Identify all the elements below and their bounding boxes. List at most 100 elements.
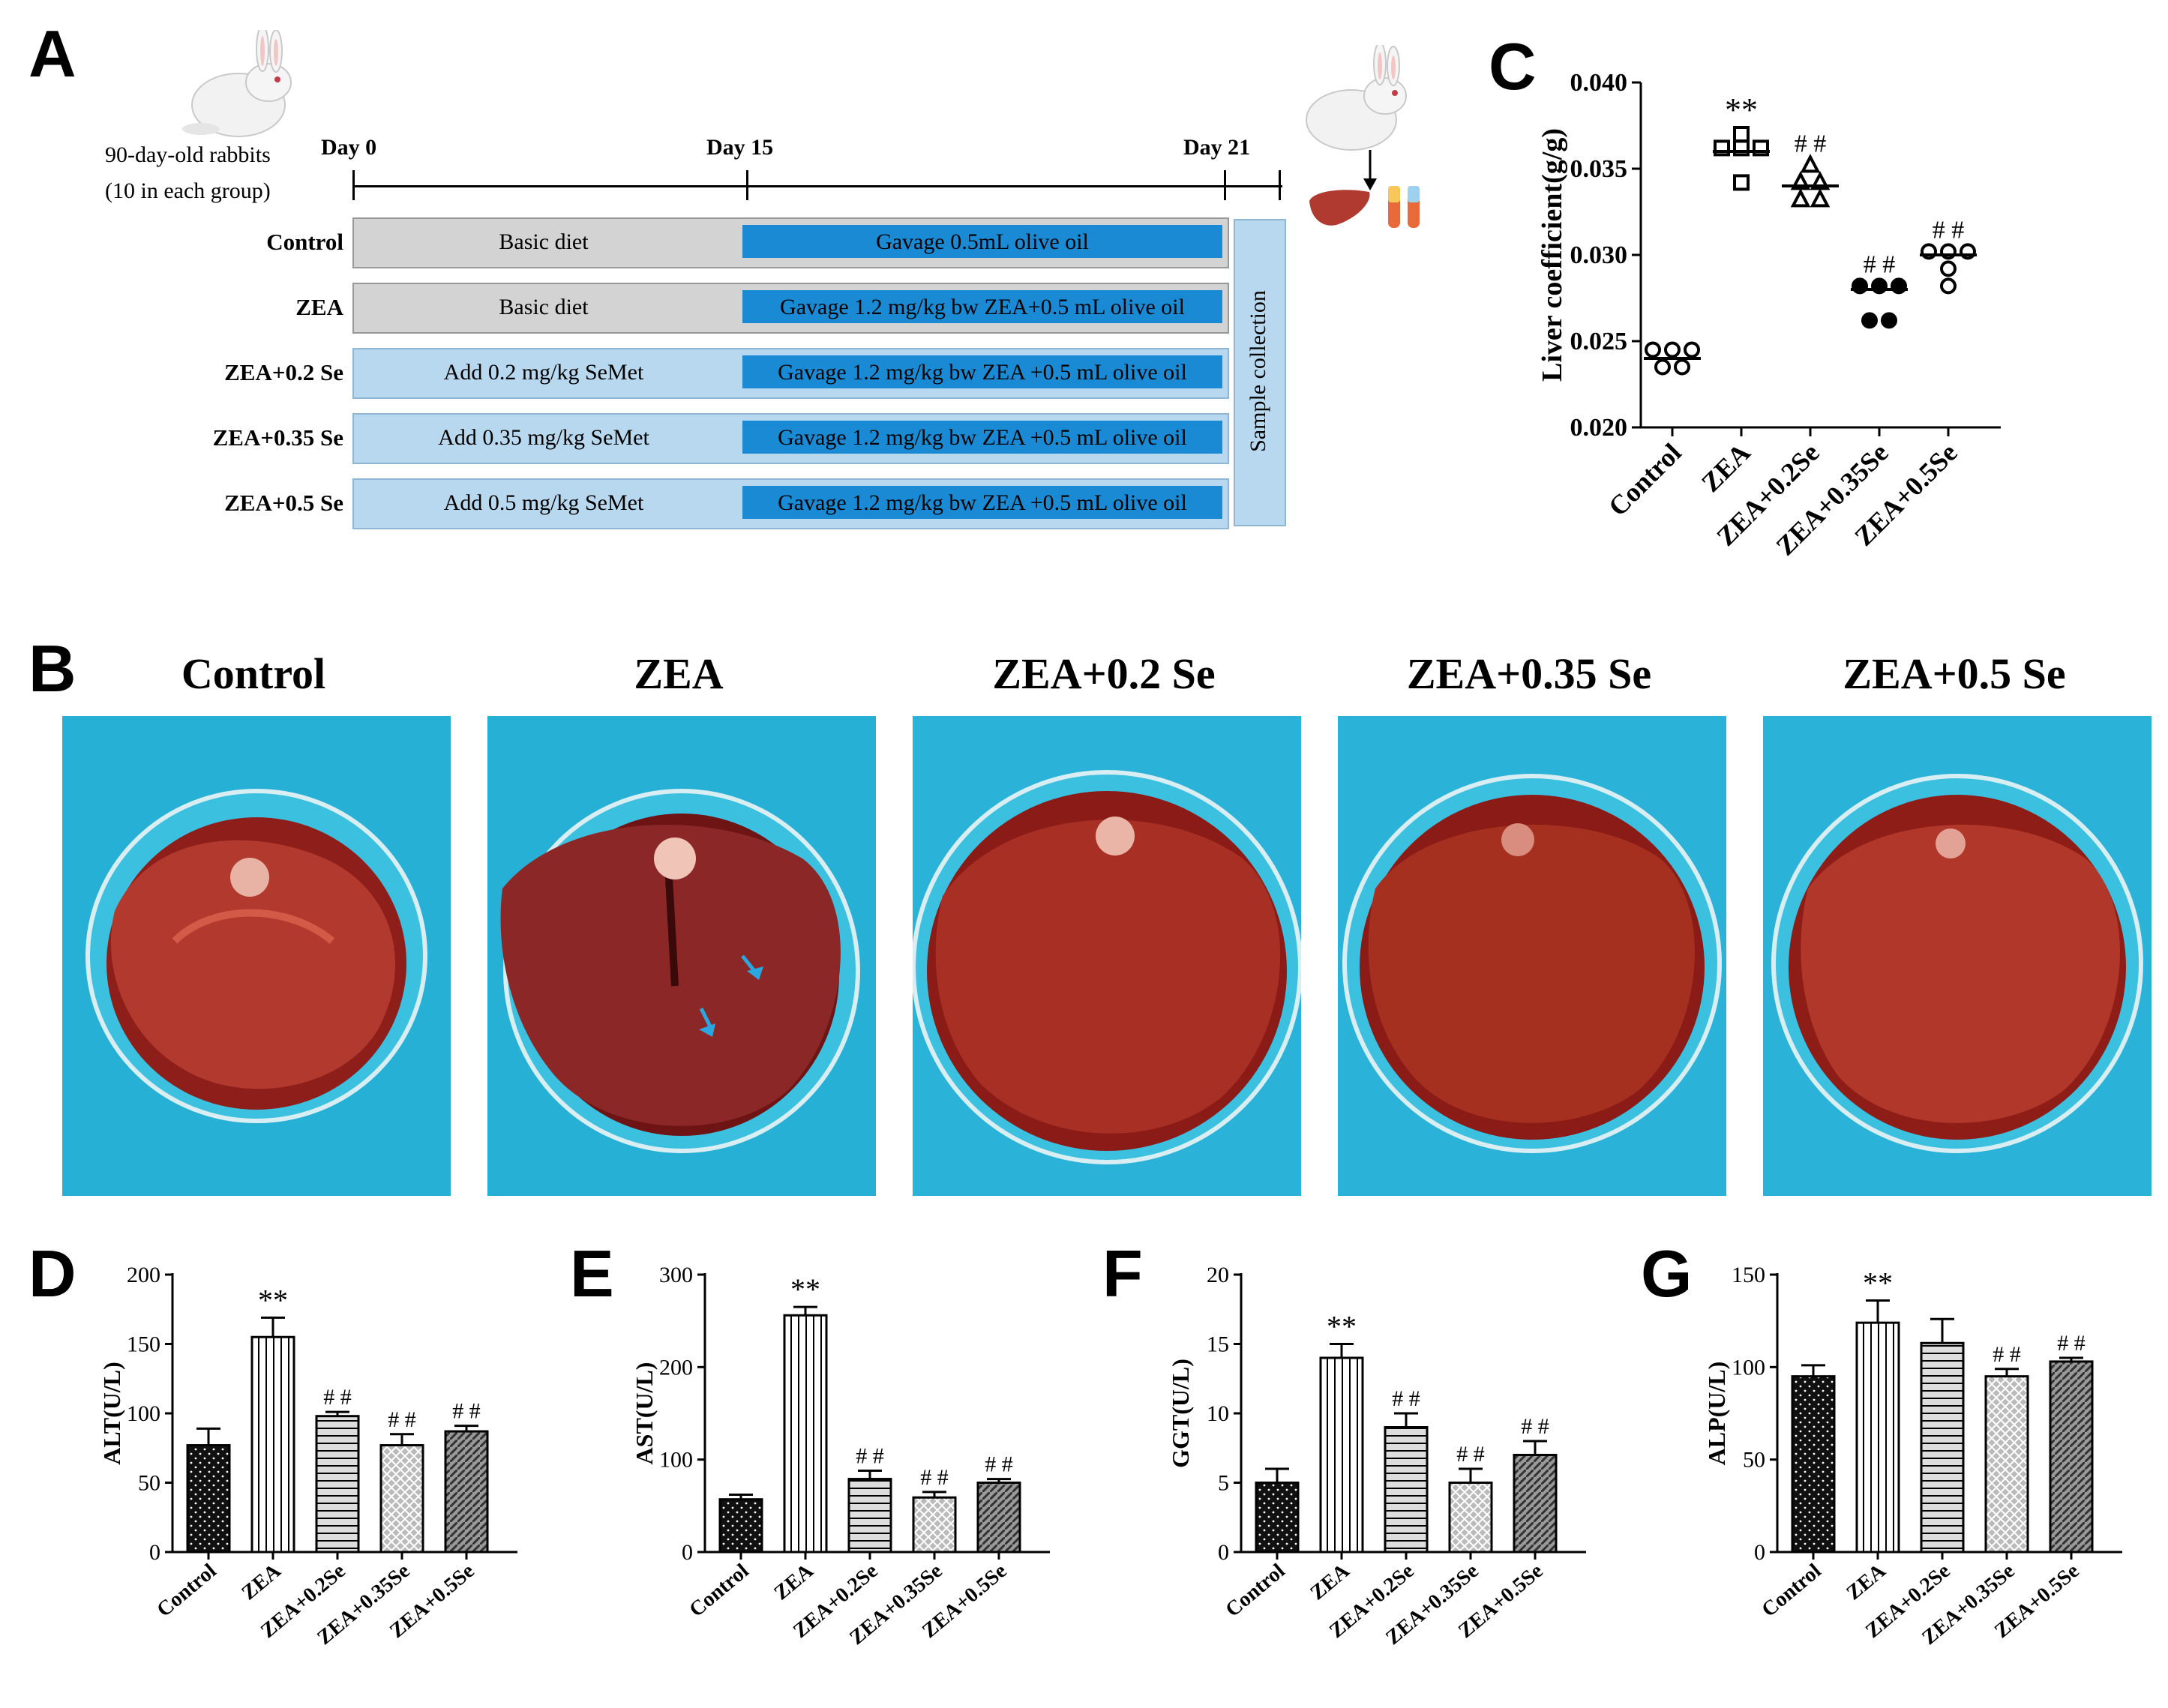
data-point [1684, 341, 1700, 358]
bar [379, 1444, 424, 1554]
y-tick-label: 0 [1754, 1540, 1765, 1565]
bar [976, 1482, 1021, 1554]
timeline-tick-end [1279, 170, 1281, 200]
significance-mark: ** [790, 1272, 820, 1306]
data-point [1733, 126, 1750, 142]
y-tick-label: 20 [1207, 1263, 1229, 1287]
zea-diet-text: Basic diet [499, 295, 589, 319]
y-tick-label: 15 [1207, 1332, 1229, 1357]
y-axis-label: GGT(U/L) [1167, 1359, 1194, 1468]
photo-title-zea-035se: ZEA+0.35 Se [1406, 649, 1652, 698]
photo-title-zea-02se: ZEA+0.2 Se [992, 649, 1216, 698]
liver-coefficient-chart: 0.020 0.025 0.030 0.035 0.040 Liver coefficie… [1537, 69, 2001, 562]
x-tick-label: ZEA [237, 1559, 286, 1605]
data-point [1664, 341, 1681, 358]
y-axis-label: Liver coefficient(g/g) [1537, 128, 1568, 382]
y-tick-label: 5 [1218, 1471, 1229, 1496]
zea-02se-diet-text: Add 0.2 mg/kg SeMet [443, 360, 644, 385]
liver-photo-zea-02se [913, 716, 1301, 1196]
sample-collection-box [1234, 219, 1286, 526]
panel-label-e: E [570, 1236, 614, 1311]
bar [1448, 1482, 1493, 1554]
significance-mark: # # [1521, 1414, 1549, 1439]
y-tick-label: 0.040 [1570, 69, 1628, 97]
data-point [1810, 188, 1831, 208]
significance-mark: # # [452, 1399, 481, 1424]
y-tick-label: 200 [659, 1355, 693, 1380]
data-point [1645, 341, 1661, 358]
timeline-axis [352, 185, 1282, 187]
timeline-tick-day15 [746, 170, 748, 200]
group-label-zea-05se: ZEA+0.5 Se [224, 490, 343, 516]
significance-mark: # # [1795, 130, 1827, 157]
photo-title-control: Control [181, 649, 326, 698]
significance-mark: ** [1327, 1310, 1357, 1344]
significance-mark: # # [1456, 1442, 1485, 1467]
zea-05se-gavage-text: Gavage 1.2 mg/kg bw ZEA +0.5 mL olive oi… [778, 490, 1187, 515]
y-tick-label: 0 [682, 1540, 693, 1565]
group-label-zea: ZEA [295, 294, 343, 320]
significance-mark: ** [1863, 1266, 1893, 1300]
x-tick-label: Control [1603, 437, 1687, 522]
y-tick-label: 150 [127, 1332, 160, 1357]
liver-photo-zea-035se [1338, 716, 1726, 1196]
zea-035se-gavage-box [742, 421, 1222, 454]
y-tick-label: 50 [1743, 1448, 1765, 1473]
control-gavage-text: Gavage 0.5mL olive oil [876, 229, 1089, 254]
data-point [1790, 188, 1811, 208]
y-tick-label: 0.030 [1570, 241, 1628, 269]
significance-mark: # # [920, 1465, 949, 1490]
zea-05se-diet-text: Add 0.5 mg/kg SeMet [443, 490, 644, 515]
x-tick-label: ZEA [1696, 437, 1756, 498]
bar [315, 1415, 360, 1554]
y-axis-label: AST(U/L) [631, 1362, 658, 1465]
bar [1984, 1375, 2029, 1554]
x-tick-label: Control [1221, 1559, 1289, 1622]
liver-icon [1309, 190, 1370, 226]
significance-mark: # # [1392, 1386, 1420, 1411]
bar [1255, 1482, 1300, 1554]
control-diet-text: Basic diet [499, 229, 589, 254]
y-tick-label: 150 [1732, 1263, 1765, 1287]
group-label-zea-02se: ZEA+0.2 Se [224, 359, 343, 385]
significance-mark: # # [985, 1452, 1013, 1477]
significance-mark: # # [1933, 216, 1965, 244]
data-point [1881, 312, 1897, 329]
zea-gavage-text: Gavage 1.2 mg/kg bw ZEA+0.5 mL olive oil [780, 295, 1185, 319]
control-gavage-box [742, 225, 1222, 258]
data-point [1654, 358, 1671, 376]
photo-title-zea: ZEA [634, 649, 724, 698]
significance-mark: # # [2057, 1331, 2086, 1356]
panel-label-a: A [28, 16, 76, 91]
y-tick-label: 50 [138, 1471, 160, 1496]
day-21-label: Day 21 [1183, 135, 1251, 160]
group-label-control: Control [266, 229, 343, 255]
y-tick-label: 0.035 [1570, 155, 1628, 183]
panel-label-c: C [1489, 29, 1537, 103]
significance-mark: ** [1725, 91, 1758, 128]
bar [1920, 1341, 1965, 1554]
bar [1513, 1454, 1558, 1554]
data-point [1733, 174, 1750, 191]
y-tick-label: 100 [127, 1401, 160, 1426]
bar [847, 1478, 892, 1554]
y-tick-label: 0 [1218, 1540, 1229, 1565]
bar [186, 1444, 231, 1554]
alp-chart: 050100150ALP(U/L)Control**ZEAZEA+0.2Se# … [1703, 1263, 2122, 1650]
sample-collection-text: Sample collection [1246, 290, 1270, 452]
rabbits-desc-line2: (10 in each group) [105, 178, 271, 203]
liver-photo-zea-05se [1763, 716, 2152, 1196]
y-tick-label: 100 [659, 1448, 693, 1473]
liver-photo-zea [487, 716, 876, 1196]
bar [1791, 1375, 1836, 1554]
y-tick-label: 200 [127, 1263, 160, 1287]
panel-label-f: F [1102, 1236, 1143, 1311]
data-point [1940, 260, 1957, 277]
y-tick-label: 10 [1207, 1401, 1229, 1426]
rabbits-desc-line1: 90-day-old rabbits [105, 142, 271, 167]
panel-label-b: B [28, 631, 76, 706]
significance-mark: ** [258, 1283, 288, 1317]
day-0-label: Day 0 [321, 135, 377, 160]
